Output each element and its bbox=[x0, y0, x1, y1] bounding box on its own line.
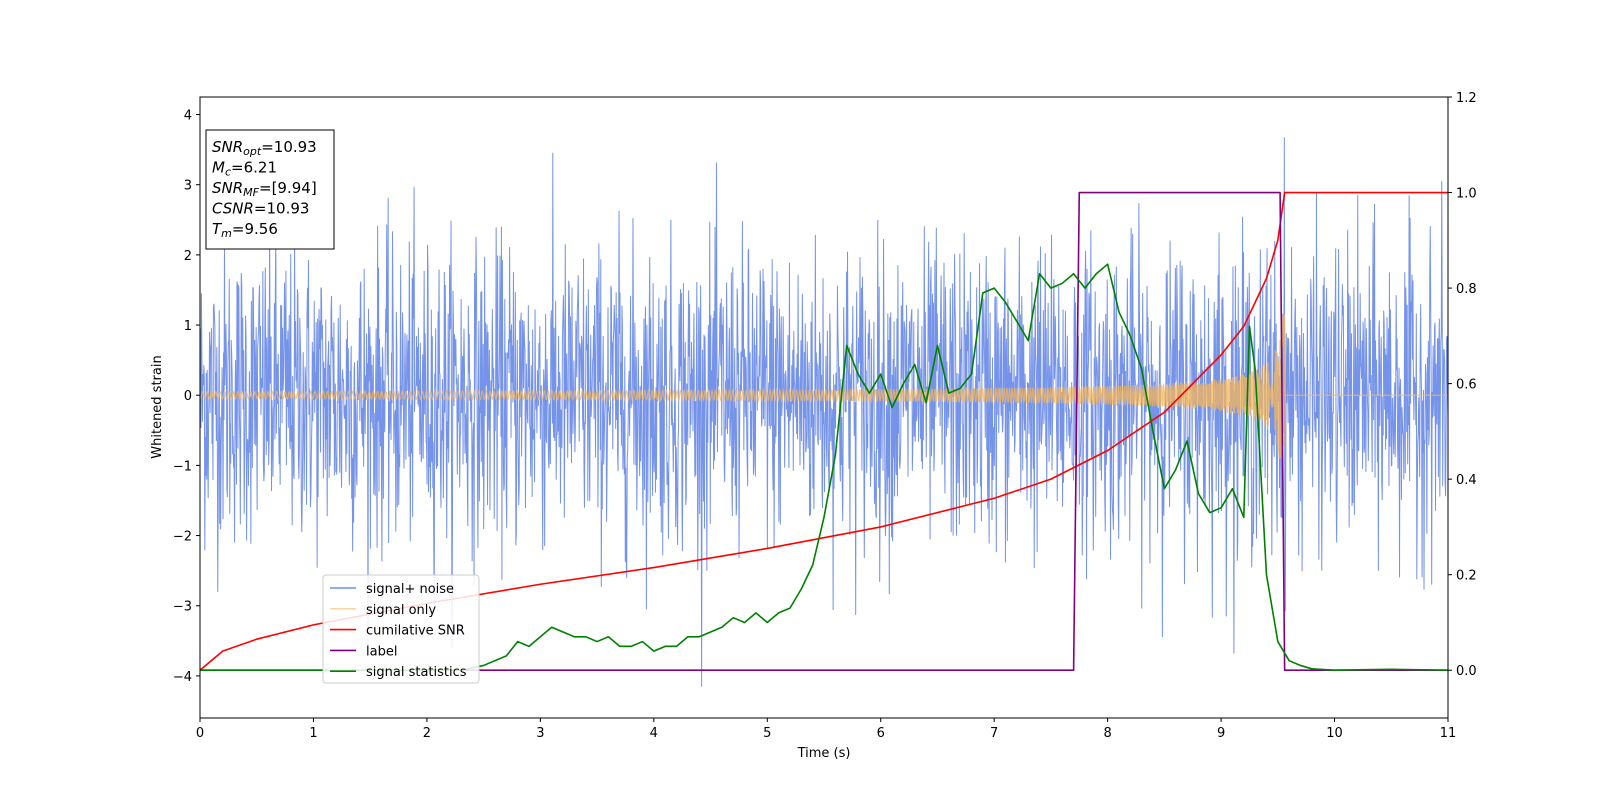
x-tick-label: 9 bbox=[1217, 726, 1225, 741]
legend-label: cumilative SNR bbox=[366, 624, 465, 639]
legend-label: signal+ noise bbox=[366, 582, 454, 597]
signal-plus-noise-series bbox=[200, 137, 1448, 687]
left-y-tick-label: −4 bbox=[173, 670, 192, 685]
x-tick-label: 0 bbox=[196, 726, 204, 741]
left-y-tick-label: 0 bbox=[184, 389, 192, 404]
right-y-tick-label: 0.2 bbox=[1456, 569, 1477, 584]
signal-only-line bbox=[200, 312, 1448, 460]
cumilative-snr-line bbox=[200, 191, 1448, 671]
x-axis-title: Time (s) bbox=[797, 746, 851, 761]
x-tick-label: 5 bbox=[763, 726, 771, 741]
stats-annotation-line: Tm=9.56 bbox=[212, 220, 278, 240]
x-tick-label: 7 bbox=[990, 726, 998, 741]
stats-annotation-line: CSNR=10.93 bbox=[212, 200, 309, 218]
x-tick-label: 4 bbox=[650, 726, 658, 741]
x-tick-label: 10 bbox=[1326, 726, 1343, 741]
x-tick-label: 8 bbox=[1103, 726, 1111, 741]
legend-label: signal only bbox=[366, 603, 436, 618]
right-y-tick-label: 0.6 bbox=[1456, 378, 1477, 393]
signal-only-series bbox=[200, 312, 1448, 460]
right-y-tick-label: 0.0 bbox=[1456, 664, 1477, 679]
signal-statistics-line bbox=[200, 263, 1448, 672]
plot-frame bbox=[199, 96, 1449, 719]
left-y-tick-label: 4 bbox=[184, 109, 192, 124]
right-y-tick-label: 0.4 bbox=[1456, 473, 1477, 488]
right-axis-series bbox=[200, 191, 1448, 672]
left-y-tick-label: 3 bbox=[184, 179, 192, 194]
legend-label: label bbox=[366, 644, 397, 659]
stats-annotation-box: SNRopt=10.93Mc=6.21SNRMF=[9.94]CSNR=10.9… bbox=[205, 129, 335, 250]
left-y-tick-label: −3 bbox=[173, 600, 192, 615]
left-y-axis-ticks: 4 3 2 1 0 −1 −2 −3 −4 bbox=[173, 109, 200, 685]
legend: signal+ noise signal only cumilative SNR la… bbox=[322, 574, 480, 684]
x-axis-ticks: 0 1 2 3 4 5 6 7 8 9 10 11 bbox=[196, 718, 1456, 741]
x-tick-label: 3 bbox=[536, 726, 544, 741]
left-y-tick-label: 2 bbox=[184, 249, 192, 264]
left-y-tick-label: −2 bbox=[173, 530, 192, 545]
legend-label: signal statistics bbox=[366, 665, 467, 680]
x-tick-label: 1 bbox=[309, 726, 317, 741]
right-y-tick-label: 1.2 bbox=[1456, 91, 1477, 106]
stats-annotation-line: SNRopt=10.93 bbox=[212, 138, 317, 158]
right-y-tick-label: 0.8 bbox=[1456, 282, 1477, 297]
x-tick-label: 2 bbox=[423, 726, 431, 741]
x-tick-label: 6 bbox=[877, 726, 885, 741]
label-line bbox=[200, 191, 1448, 672]
x-tick-label: 11 bbox=[1440, 726, 1457, 741]
left-y-tick-label: 1 bbox=[184, 319, 192, 334]
right-y-tick-label: 1.0 bbox=[1456, 187, 1477, 202]
stats-annotation-line: SNRMF=[9.94] bbox=[212, 179, 317, 199]
stats-annotation-line: Mc=6.21 bbox=[212, 159, 277, 179]
right-y-axis-ticks: 1.2 1.0 0.8 0.6 0.4 0.2 0.0 bbox=[1448, 91, 1477, 679]
left-y-axis-title: Whitened strain bbox=[150, 355, 165, 458]
left-y-tick-label: −1 bbox=[173, 459, 192, 474]
signal-plus-noise-line bbox=[200, 137, 1448, 687]
